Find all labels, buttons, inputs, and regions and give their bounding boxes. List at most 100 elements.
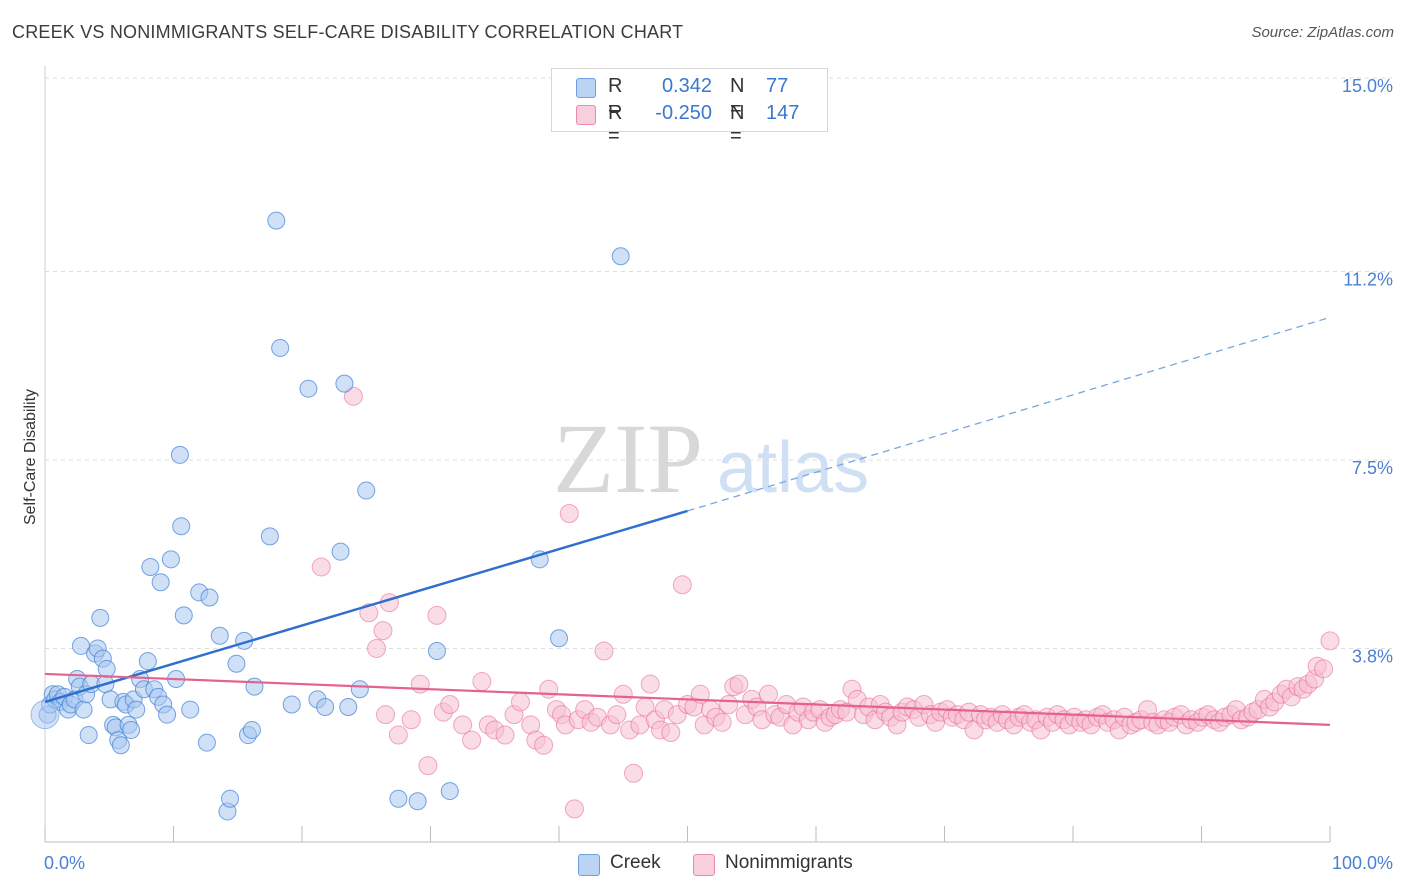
creek-point — [408, 792, 427, 811]
nonimmigrants-point — [729, 674, 749, 694]
correlation-legend: R = 0.342 N = 77 R = -0.250 N = 147 — [551, 68, 828, 147]
nonimmigrants-point — [401, 710, 421, 730]
creek-point — [141, 557, 160, 576]
creek-point — [181, 700, 200, 719]
creek-point — [427, 642, 446, 660]
nonimmigrants-point — [672, 575, 692, 595]
y-tick-label: 3.8% — [1352, 646, 1393, 666]
nonimmigrants-point — [661, 722, 681, 742]
nonimmigrants-point — [712, 712, 732, 732]
creek-point — [611, 247, 630, 266]
creek-point — [138, 652, 157, 671]
creek-point — [127, 700, 146, 719]
creek-point — [331, 542, 350, 561]
creek-point — [221, 789, 240, 808]
nonimmigrants-point — [418, 756, 438, 776]
creek-point — [550, 629, 568, 648]
creek-point — [242, 720, 261, 739]
creek-point — [339, 698, 358, 717]
nonimmigrants-point — [1314, 659, 1334, 679]
x-tick-label: 100.0% — [1332, 853, 1393, 873]
creek-point — [210, 626, 229, 645]
watermark-atlas: atlas — [717, 428, 869, 508]
source-label: Source: ZipAtlas.com — [1251, 24, 1394, 41]
nonimmigrants-point — [559, 503, 579, 523]
nonimmigrants-point — [510, 692, 530, 712]
watermark-zip: ZIP — [553, 403, 703, 514]
creek-trend-extension — [687, 316, 1331, 512]
nonimmigrants-trend-line — [44, 672, 1331, 726]
nonimmigrants-point — [564, 799, 584, 819]
creek-point — [170, 445, 189, 464]
creek-point — [161, 550, 180, 569]
creek-point — [316, 698, 335, 717]
creek-point — [357, 481, 376, 500]
nonimmigrants-point — [495, 725, 515, 745]
y-tick-label: 11.2% — [1343, 270, 1393, 290]
creek-legend-label: Creek — [610, 852, 661, 873]
creek-point — [79, 726, 98, 745]
creek-point — [174, 606, 193, 625]
legend-n-value: 147 — [766, 102, 800, 124]
creek-point — [267, 211, 286, 230]
creek-point — [389, 789, 408, 808]
creek-point — [197, 733, 216, 752]
nonimmigrants-point — [1320, 631, 1340, 651]
nonimmigrants-point — [440, 694, 460, 714]
nonimmigrants-point — [607, 705, 627, 725]
creek-point — [172, 517, 191, 536]
nonimmigrants-point — [758, 684, 778, 704]
nonimmigrants-point — [719, 694, 739, 714]
nonimmigrants-point — [427, 605, 447, 625]
creek-point — [245, 677, 264, 696]
nonimmigrants-point — [376, 705, 396, 725]
nonimmigrants-point — [410, 674, 430, 694]
legend-r-label: R = — [608, 102, 623, 147]
nonimmigrants-point — [640, 674, 660, 694]
creek-point — [335, 374, 354, 393]
y-tick-label: 7.5% — [1352, 458, 1393, 478]
trend-lines — [44, 316, 1331, 726]
creek-point — [111, 736, 130, 755]
legend-n-label: N = — [730, 75, 745, 120]
creek-point — [200, 588, 219, 607]
creek-point — [74, 700, 93, 719]
creek-swatch — [576, 78, 596, 98]
nonimmigrants-point — [453, 715, 473, 735]
creek-point — [440, 782, 459, 801]
creek-trend-line — [44, 509, 688, 704]
y-tick-label: 15.0% — [1342, 76, 1393, 96]
nonimmigrants-point — [594, 641, 614, 661]
creek-point — [299, 379, 318, 398]
watermark: ZIP atlas — [553, 403, 869, 514]
nonimmigrants-point — [388, 725, 408, 745]
nonimmigrants-point — [539, 679, 559, 699]
creek-point — [97, 659, 116, 678]
legend-r-label: R = — [608, 75, 623, 120]
creek-point — [227, 654, 246, 673]
legend-r-value: 0.342 — [661, 75, 712, 97]
legend-n-value: 77 — [766, 75, 789, 97]
creek-point — [260, 527, 279, 546]
creek-point — [122, 720, 141, 739]
creek-point — [282, 695, 301, 714]
creek-point — [350, 680, 369, 699]
nonimmigrants-point — [343, 386, 363, 406]
nonimmigrants-point — [613, 684, 633, 704]
nonimmigrants-point — [373, 621, 393, 641]
nonimmigrants-point — [367, 638, 387, 658]
nonimmigrants-point — [462, 730, 482, 750]
creek-point — [151, 573, 170, 592]
nonimmigrants-point — [311, 557, 331, 577]
nonimmigrants-point — [624, 763, 644, 783]
legend-n-label: N = — [730, 102, 745, 147]
creek-point — [158, 705, 177, 724]
chart-title: CREEK VS NONIMMIGRANTS SELF-CARE DISABIL… — [12, 22, 684, 42]
creek-legend-swatch — [578, 854, 600, 876]
creek-point — [30, 700, 60, 730]
y-axis-label: Self-Care Disability — [22, 389, 39, 525]
nonimmigrants-legend-label: Nonimmigrants — [725, 852, 853, 873]
legend-r-value: -0.250 — [655, 102, 712, 124]
axis-labels: 3.8% 7.5% 11.2% 15.0% 0.0% 100.0% Self-Care Di… — [22, 76, 1393, 873]
